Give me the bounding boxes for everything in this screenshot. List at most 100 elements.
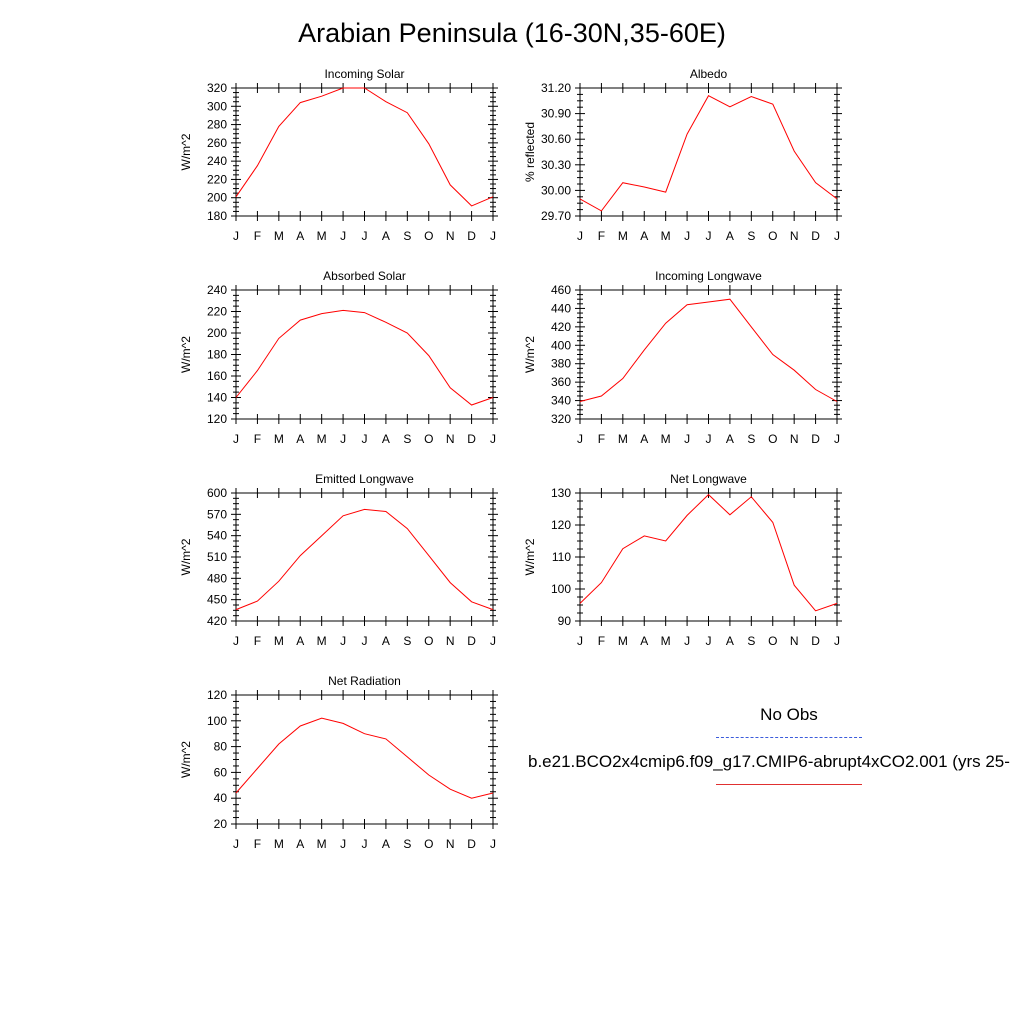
x-tick-label: F xyxy=(598,432,605,446)
x-tick-label: M xyxy=(317,432,327,446)
x-tick-label: S xyxy=(747,432,755,446)
y-axis-label: W/m^2 xyxy=(523,336,537,373)
series-line xyxy=(579,493,838,612)
series-line xyxy=(235,717,494,799)
y-tick-label: 380 xyxy=(551,357,571,371)
panel-title: Incoming Longwave xyxy=(655,269,762,283)
x-tick-label: J xyxy=(706,432,712,446)
x-tick-label: J xyxy=(834,432,840,446)
x-tick-label: A xyxy=(382,229,390,243)
x-tick-label: J xyxy=(340,229,346,243)
y-tick-label: 120 xyxy=(207,412,227,426)
x-tick-label: S xyxy=(747,634,755,648)
x-tick-label: J xyxy=(362,634,368,648)
panel-title: Net Longwave xyxy=(670,472,747,486)
x-tick-label: J xyxy=(490,432,496,446)
y-tick-label: 120 xyxy=(551,518,571,532)
x-tick-label: J xyxy=(340,634,346,648)
y-tick-label: 460 xyxy=(551,283,571,297)
x-tick-label: O xyxy=(768,432,777,446)
y-tick-label: 420 xyxy=(551,320,571,334)
panel-frame xyxy=(579,289,838,420)
y-tick-label: 20 xyxy=(214,817,228,831)
x-tick-label: M xyxy=(274,634,284,648)
y-tick-label: 90 xyxy=(558,614,572,628)
x-tick-label: D xyxy=(811,229,820,243)
y-axis-label: W/m^2 xyxy=(179,133,193,170)
page-title: Arabian Peninsula (16-30N,35-60E) xyxy=(298,18,726,48)
y-tick-label: 360 xyxy=(551,375,571,389)
x-tick-label: J xyxy=(362,432,368,446)
x-tick-label: O xyxy=(768,229,777,243)
x-tick-label: A xyxy=(382,432,390,446)
y-tick-label: 29.70 xyxy=(541,209,571,223)
y-tick-label: 440 xyxy=(551,301,571,315)
x-tick-label: S xyxy=(403,432,411,446)
panel-title: Absorbed Solar xyxy=(323,269,406,283)
x-tick-label: J xyxy=(340,837,346,851)
y-tick-label: 240 xyxy=(207,154,227,168)
x-tick-label: J xyxy=(577,229,583,243)
y-tick-label: 140 xyxy=(207,391,227,405)
x-tick-label: M xyxy=(661,634,671,648)
x-tick-label: J xyxy=(233,432,239,446)
series-line xyxy=(235,508,494,611)
x-tick-label: F xyxy=(254,229,261,243)
x-tick-label: M xyxy=(274,432,284,446)
x-tick-label: S xyxy=(403,634,411,648)
y-tick-label: 110 xyxy=(552,550,571,564)
x-tick-label: D xyxy=(467,634,476,648)
x-tick-label: D xyxy=(467,432,476,446)
x-tick-label: M xyxy=(317,634,327,648)
y-tick-label: 120 xyxy=(207,688,227,702)
x-tick-label: D xyxy=(467,837,476,851)
panel-frame xyxy=(235,492,494,622)
x-tick-label: J xyxy=(577,634,583,648)
x-tick-label: A xyxy=(296,837,304,851)
x-tick-label: J xyxy=(834,634,840,648)
y-axis-label: W/m^2 xyxy=(179,538,193,575)
y-tick-label: 200 xyxy=(207,191,227,205)
panel-frame xyxy=(579,87,838,217)
x-tick-label: J xyxy=(684,634,690,648)
x-tick-label: D xyxy=(811,432,820,446)
x-tick-label: N xyxy=(790,634,799,648)
y-tick-label: 340 xyxy=(551,394,571,408)
y-tick-label: 450 xyxy=(207,593,227,607)
x-tick-label: A xyxy=(296,432,304,446)
x-tick-label: N xyxy=(446,432,455,446)
y-tick-label: 220 xyxy=(207,305,227,319)
x-tick-label: M xyxy=(317,229,327,243)
x-tick-label: M xyxy=(618,432,628,446)
x-tick-label: J xyxy=(340,432,346,446)
y-tick-label: 31.20 xyxy=(541,81,571,95)
x-tick-label: J xyxy=(362,837,368,851)
x-tick-label: J xyxy=(490,634,496,648)
x-tick-label: O xyxy=(768,634,777,648)
y-tick-label: 80 xyxy=(214,740,228,754)
x-tick-label: A xyxy=(726,229,734,243)
y-axis-label: W/m^2 xyxy=(179,741,193,778)
x-tick-label: F xyxy=(254,432,261,446)
y-tick-label: 320 xyxy=(551,412,571,426)
x-tick-label: J xyxy=(684,229,690,243)
y-tick-label: 30.00 xyxy=(541,183,571,197)
x-tick-label: J xyxy=(834,229,840,243)
y-tick-label: 160 xyxy=(207,369,227,383)
x-tick-label: S xyxy=(403,229,411,243)
x-tick-label: A xyxy=(640,634,648,648)
x-tick-label: N xyxy=(446,837,455,851)
x-tick-label: A xyxy=(726,634,734,648)
y-tick-label: 30.60 xyxy=(541,132,571,146)
x-tick-label: O xyxy=(424,837,433,851)
x-tick-label: J xyxy=(490,229,496,243)
y-tick-label: 320 xyxy=(207,81,227,95)
y-tick-label: 280 xyxy=(207,118,227,132)
x-tick-label: A xyxy=(382,837,390,851)
y-tick-label: 100 xyxy=(207,714,227,728)
x-tick-label: J xyxy=(233,229,239,243)
series-line xyxy=(579,95,838,212)
x-tick-label: S xyxy=(747,229,755,243)
x-tick-label: A xyxy=(296,634,304,648)
y-tick-label: 220 xyxy=(207,172,227,186)
